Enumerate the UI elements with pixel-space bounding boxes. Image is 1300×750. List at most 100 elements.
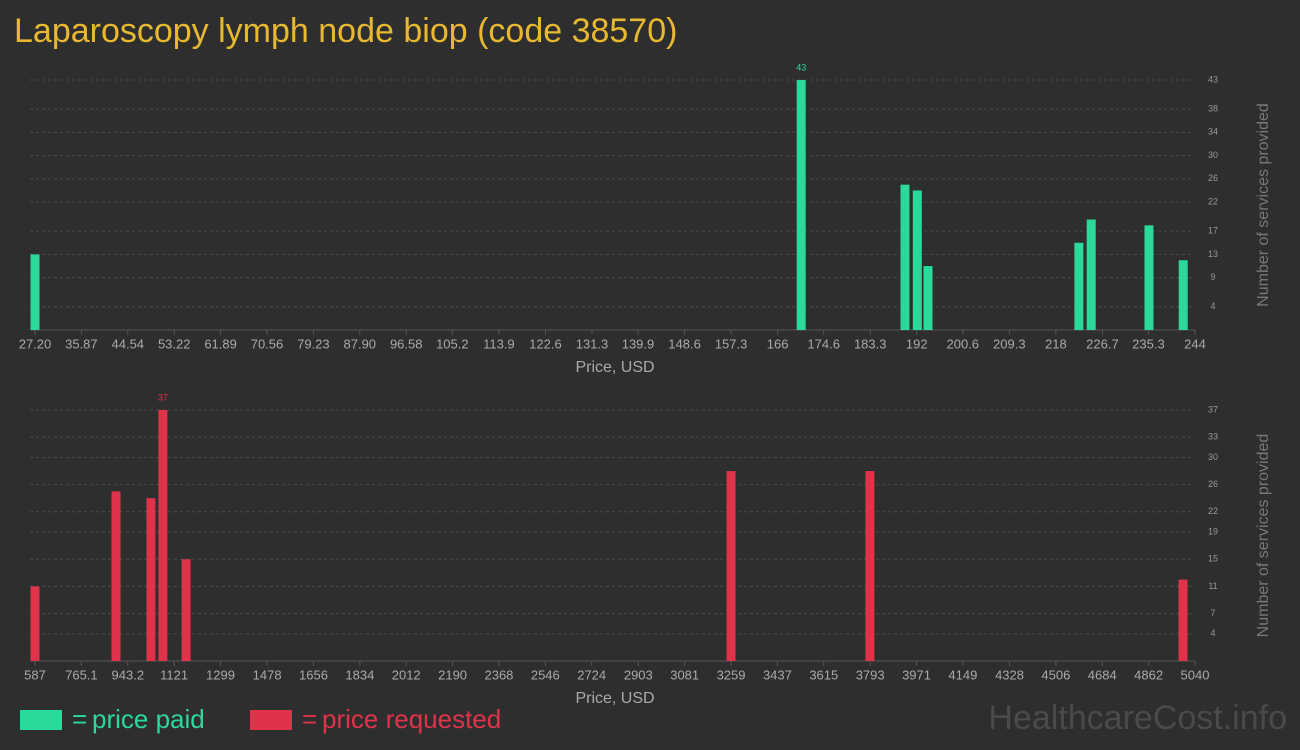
bar xyxy=(796,80,806,330)
y-tick-label: 33 xyxy=(1208,432,1218,442)
x-tick-label: 1478 xyxy=(253,667,282,682)
bar xyxy=(1074,242,1084,330)
legend-equals: = xyxy=(72,704,87,734)
x-tick-label: 3615 xyxy=(809,667,838,682)
y-tick-label: 11 xyxy=(1208,581,1217,591)
x-tick-label: 765.1 xyxy=(65,667,98,682)
x-tick-label: 1121 xyxy=(160,667,188,682)
y-tick-label: 19 xyxy=(1208,526,1218,536)
x-tick-label: 2368 xyxy=(484,667,513,682)
x-tick-label: 44.54 xyxy=(112,336,145,351)
x-tick-label: 4862 xyxy=(1134,667,1163,682)
y-axis-label: Number of services provided xyxy=(1255,434,1272,638)
y-axis-label: Number of services provided xyxy=(1255,103,1272,307)
x-tick-label: 3437 xyxy=(763,667,792,682)
x-tick-label: 1656 xyxy=(299,667,328,682)
legend-swatch xyxy=(250,710,292,730)
x-tick-label: 131.3 xyxy=(576,336,609,351)
y-tick-label: 26 xyxy=(1208,173,1218,183)
x-tick-label: 4149 xyxy=(948,667,977,682)
x-tick-label: 2546 xyxy=(531,667,560,682)
x-tick-label: 35.87 xyxy=(65,336,98,351)
legend-swatch xyxy=(20,710,62,730)
x-tick-label: 2903 xyxy=(624,667,653,682)
x-axis-label: Price, USD xyxy=(575,359,654,376)
x-tick-label: 2190 xyxy=(438,667,467,682)
y-tick-label: 7 xyxy=(1210,608,1215,618)
x-tick-label: 226.7 xyxy=(1086,336,1119,351)
watermark: HealthcareCost.info xyxy=(988,699,1287,737)
legend-equals: = xyxy=(302,704,317,734)
x-tick-label: 166 xyxy=(767,336,789,351)
bar xyxy=(912,190,922,330)
x-tick-label: 3793 xyxy=(856,667,885,682)
y-tick-label: 38 xyxy=(1208,103,1218,113)
bar xyxy=(30,586,40,661)
bar xyxy=(146,498,156,661)
x-tick-label: 3971 xyxy=(902,667,931,682)
x-tick-label: 2012 xyxy=(392,667,421,682)
x-tick-label: 3259 xyxy=(717,667,746,682)
bar xyxy=(923,266,933,330)
y-tick-label: 9 xyxy=(1210,272,1215,282)
x-tick-label: 2724 xyxy=(577,667,606,682)
value-label: 43 xyxy=(796,62,806,72)
x-tick-label: 1299 xyxy=(206,667,235,682)
x-tick-label: 200.6 xyxy=(947,336,980,351)
x-tick-label: 235.3 xyxy=(1132,336,1165,351)
y-tick-label: 30 xyxy=(1208,452,1218,462)
x-tick-label: 4684 xyxy=(1088,667,1117,682)
bar xyxy=(1144,225,1154,330)
x-tick-label: 174.6 xyxy=(807,336,840,351)
y-tick-label: 43 xyxy=(1208,74,1218,84)
bar xyxy=(1178,260,1188,330)
y-tick-label: 26 xyxy=(1208,479,1218,489)
x-tick-label: 192 xyxy=(906,336,928,351)
bar xyxy=(158,410,168,661)
x-tick-label: 209.3 xyxy=(993,336,1026,351)
x-tick-label: 53.22 xyxy=(158,336,191,351)
y-tick-label: 4 xyxy=(1210,301,1215,311)
x-tick-label: 113.9 xyxy=(483,336,515,351)
x-tick-label: 244 xyxy=(1184,336,1206,351)
x-tick-label: 61.89 xyxy=(204,336,237,351)
y-tick-label: 22 xyxy=(1208,196,1218,206)
x-tick-label: 27.20 xyxy=(19,336,52,351)
x-tick-label: 3081 xyxy=(670,667,699,682)
y-tick-label: 17 xyxy=(1208,226,1218,236)
y-tick-label: 34 xyxy=(1208,127,1218,137)
bar xyxy=(900,184,910,330)
x-tick-label: 139.9 xyxy=(622,336,655,351)
legend-label: price paid xyxy=(92,704,205,734)
x-tick-label: 1834 xyxy=(345,667,374,682)
x-axis-label: Price, USD xyxy=(575,690,654,707)
y-tick-label: 30 xyxy=(1208,150,1218,160)
x-tick-label: 70.56 xyxy=(251,336,284,351)
x-tick-label: 943.2 xyxy=(112,667,145,682)
y-tick-label: 4 xyxy=(1210,628,1215,638)
bar xyxy=(865,471,875,661)
bar xyxy=(30,254,40,330)
x-tick-label: 79.23 xyxy=(297,336,330,351)
x-tick-label: 122.6 xyxy=(529,336,562,351)
x-tick-label: 105.2 xyxy=(436,336,469,351)
x-tick-label: 218 xyxy=(1045,336,1067,351)
legend-label: price requested xyxy=(322,704,501,734)
y-tick-label: 37 xyxy=(1208,404,1218,414)
x-tick-label: 4506 xyxy=(1041,667,1070,682)
bar xyxy=(726,471,736,661)
x-tick-label: 96.58 xyxy=(390,336,423,351)
x-tick-label: 183.3 xyxy=(854,336,887,351)
chart-title: Laparoscopy lymph node biop (code 38570) xyxy=(14,12,677,50)
bar xyxy=(111,491,121,661)
y-tick-label: 22 xyxy=(1208,506,1218,516)
x-tick-label: 4328 xyxy=(995,667,1024,682)
x-tick-label: 87.90 xyxy=(344,336,377,351)
value-label: 37 xyxy=(158,392,168,402)
x-tick-label: 5040 xyxy=(1181,667,1210,682)
y-tick-label: 15 xyxy=(1208,554,1218,564)
x-tick-label: 587 xyxy=(24,667,46,682)
